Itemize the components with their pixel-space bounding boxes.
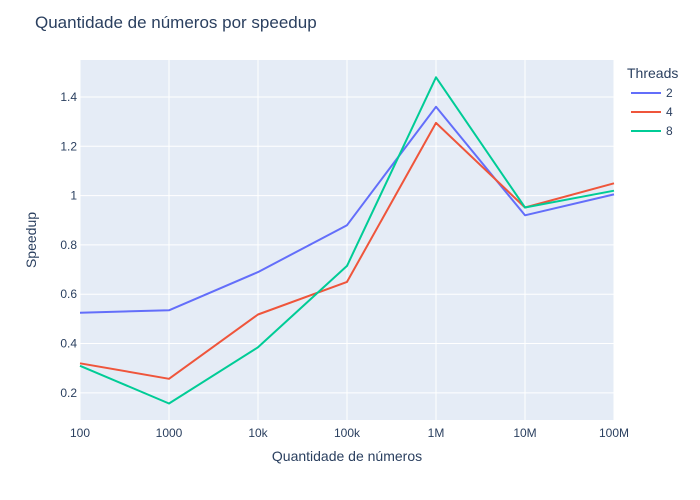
y-tick-label: 0.8 — [60, 238, 77, 252]
y-tick-label: 1.2 — [60, 139, 77, 153]
y-tick-label: 1.4 — [60, 90, 77, 104]
series-line-2 — [79, 105, 615, 314]
x-gridlines — [79, 60, 615, 420]
legend-item-2[interactable]: 2 — [666, 86, 673, 100]
legend[interactable]: Threads 2 4 8 — [627, 65, 678, 138]
y-tick-label: 1 — [70, 189, 77, 203]
y-axis-title: Speedup — [23, 212, 39, 268]
x-tick-label: 1M — [428, 426, 445, 440]
x-tick-label: 100k — [334, 426, 361, 440]
series-lines — [79, 76, 615, 405]
legend-title: Threads — [627, 65, 678, 81]
x-tick-label: 1000 — [156, 426, 183, 440]
legend-item-4[interactable]: 4 — [666, 105, 673, 119]
series-line-8 — [79, 76, 615, 405]
x-tick-label: 10M — [513, 426, 536, 440]
x-axis-title: Quantidade de números — [272, 448, 422, 464]
y-tick-label: 0.6 — [60, 287, 77, 301]
y-tick-label: 0.4 — [60, 337, 77, 351]
y-tick-labels: 0.2 0.4 0.6 0.8 1 1.2 1.4 — [60, 90, 77, 400]
chart-title: Quantidade de números por speedup — [35, 13, 317, 32]
x-tick-label: 100M — [599, 426, 629, 440]
y-tick-label: 0.2 — [60, 386, 77, 400]
x-tick-label: 100 — [70, 426, 90, 440]
y-gridlines — [80, 96, 614, 394]
legend-item-8[interactable]: 8 — [666, 124, 673, 138]
x-tick-label: 10k — [248, 426, 268, 440]
x-tick-labels: 100 1000 10k 100k 1M 10M 100M — [70, 426, 629, 440]
